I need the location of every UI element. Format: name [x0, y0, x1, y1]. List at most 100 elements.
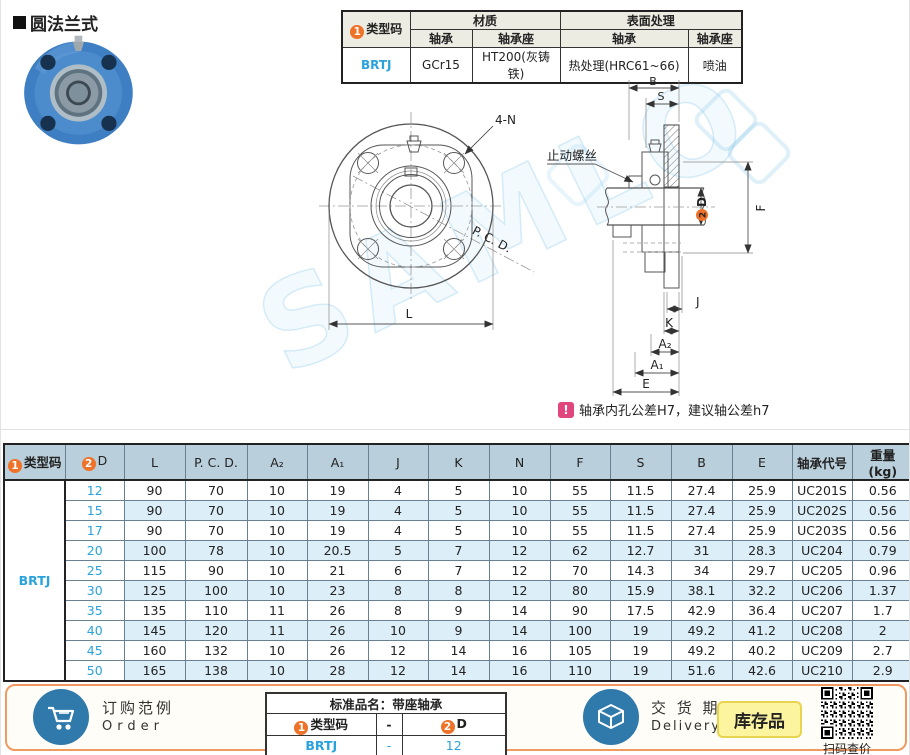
d-value-cell: 12	[64, 479, 125, 501]
dim-value-cell: 19	[609, 620, 672, 641]
delivery-title-en: Delivery	[651, 719, 721, 734]
circled-1-icon: 1	[7, 458, 22, 473]
dim-value-cell: 25.9	[731, 479, 793, 501]
dim-value-cell: 16	[488, 660, 551, 682]
circled-2-icon: 2	[440, 719, 455, 734]
dim-value-cell: 10	[246, 560, 308, 581]
dim-value-cell: 10	[488, 479, 551, 501]
table-row: 15 90 70 10 19 4 5 10 55 11.5 27.4 25.9 UC202S 0.56	[4, 500, 909, 521]
dim-value-cell: 4	[367, 500, 429, 521]
dim-value-cell: UC202S	[791, 500, 853, 521]
dim-value-cell: 80	[549, 580, 611, 601]
dim-value-cell: 26	[306, 620, 369, 641]
d-value-cell: 17	[64, 520, 125, 541]
page-title-text: 圆法兰式	[30, 15, 98, 35]
cart-icon	[33, 689, 89, 745]
dim-value-cell: 138	[184, 660, 248, 682]
header-f: F	[549, 443, 611, 481]
dim-value-cell: 0.79	[851, 540, 909, 561]
title-square-icon	[13, 16, 26, 29]
spec-housing-header-2: 轴承座	[687, 29, 743, 48]
label-f: F	[754, 204, 768, 211]
dim-value-cell: 28	[306, 660, 369, 682]
dim-value-cell: 78	[184, 540, 248, 561]
dim-value-cell: 14	[488, 600, 551, 621]
qr-caption: 扫码查价	[822, 742, 871, 755]
dim-value-cell: 110	[549, 660, 611, 682]
dim-value-cell: 19	[306, 479, 369, 501]
circled-1-icon: 1	[350, 25, 365, 39]
dim-value-cell: 16	[488, 640, 551, 661]
dim-value-cell: 14.3	[609, 560, 672, 581]
dim-value-cell: 5	[427, 479, 490, 501]
dim-value-cell: 0.56	[851, 520, 909, 541]
dim-value-cell: 41.2	[731, 620, 793, 641]
dim-value-cell: 12	[488, 540, 551, 561]
dim-value-cell: 115	[123, 560, 186, 581]
d-value-cell: 50	[64, 660, 125, 682]
dim-value-cell: 5	[367, 540, 429, 561]
dim-value-cell: 29.7	[731, 560, 793, 581]
header-weight: 重量 (kg)	[851, 443, 909, 481]
spec-bearing-surface: 热处理(HRC61~66)	[559, 47, 689, 84]
dim-value-cell: 51.6	[670, 660, 733, 682]
dim-value-cell: 7	[427, 540, 490, 561]
dim-value-cell: 90	[123, 500, 186, 521]
delivery-title-cn: 交 货 期	[651, 699, 721, 717]
dim-value-cell: UC209	[791, 640, 853, 661]
dim-value-cell: 36.4	[731, 600, 793, 621]
dim-value-cell: 12.7	[609, 540, 672, 561]
qr-block: 扫码查价	[821, 687, 873, 755]
table-row: 40 145 120 11 26 10 9 14 100 19 49.2 41.2 UC208 2	[4, 620, 909, 641]
spec-housing-header: 轴承座	[471, 29, 561, 48]
dim-value-cell: 28.3	[731, 540, 793, 561]
dim-value-cell: 19	[609, 640, 672, 661]
dim-value-cell: 14	[427, 660, 490, 682]
label-pcd: P. C. D.	[470, 223, 514, 255]
dim-value-cell: UC207	[791, 600, 853, 621]
dim-value-cell: 25.9	[731, 500, 793, 521]
dim-value-cell: 55	[549, 500, 611, 521]
dim-value-cell: 160	[123, 640, 186, 661]
spec-material-header: 材质	[409, 10, 561, 30]
dim-value-cell: 14	[427, 640, 490, 661]
header-bearing-code: 轴承代号	[791, 443, 853, 481]
d-value-cell: 15	[64, 500, 125, 521]
dim-value-cell: 165	[123, 660, 186, 682]
dim-value-cell: UC208	[791, 620, 853, 641]
label-l: L	[406, 307, 413, 321]
label-d-circled-2: 2	[699, 212, 709, 218]
dim-value-cell: 11	[246, 600, 308, 621]
dim-value-cell: 1.37	[851, 580, 909, 601]
side-view-drawing: B S 止动螺丝 2 D	[547, 76, 768, 396]
header-pcd: P. C. D.	[184, 443, 248, 481]
dim-value-cell: 19	[306, 500, 369, 521]
dim-value-cell: 70	[549, 560, 611, 581]
dim-value-cell: 49.2	[670, 640, 733, 661]
dim-value-cell: UC203S	[791, 520, 853, 541]
dim-value-cell: 31	[670, 540, 733, 561]
dim-value-cell: 27.4	[670, 520, 733, 541]
d-value-cell: 35	[64, 600, 125, 621]
dim-value-cell: 10	[367, 620, 429, 641]
label-k: K	[665, 316, 674, 330]
dim-value-cell: 9	[427, 600, 490, 621]
order-title-en: Order	[102, 719, 164, 734]
table-row: 35 135 110 11 26 8 9 14 90 17.5 42.9 36.4 UC207 1.7	[4, 600, 909, 621]
dim-value-cell: 6	[367, 560, 429, 581]
dim-value-cell: 90	[549, 600, 611, 621]
circled-2-icon: 2	[81, 457, 96, 471]
dim-value-cell: 27.4	[670, 500, 733, 521]
dim-value-cell: 0.96	[851, 560, 909, 581]
product-photo	[24, 35, 133, 145]
dim-value-cell: 11.5	[609, 479, 672, 501]
dim-value-cell: 42.9	[670, 600, 733, 621]
dim-value-cell: 8	[367, 600, 429, 621]
qr-code-svg	[821, 687, 873, 739]
spec-bearing-header: 轴承	[409, 29, 473, 48]
header-j: J	[367, 443, 429, 481]
dim-value-cell: 2	[851, 620, 909, 641]
